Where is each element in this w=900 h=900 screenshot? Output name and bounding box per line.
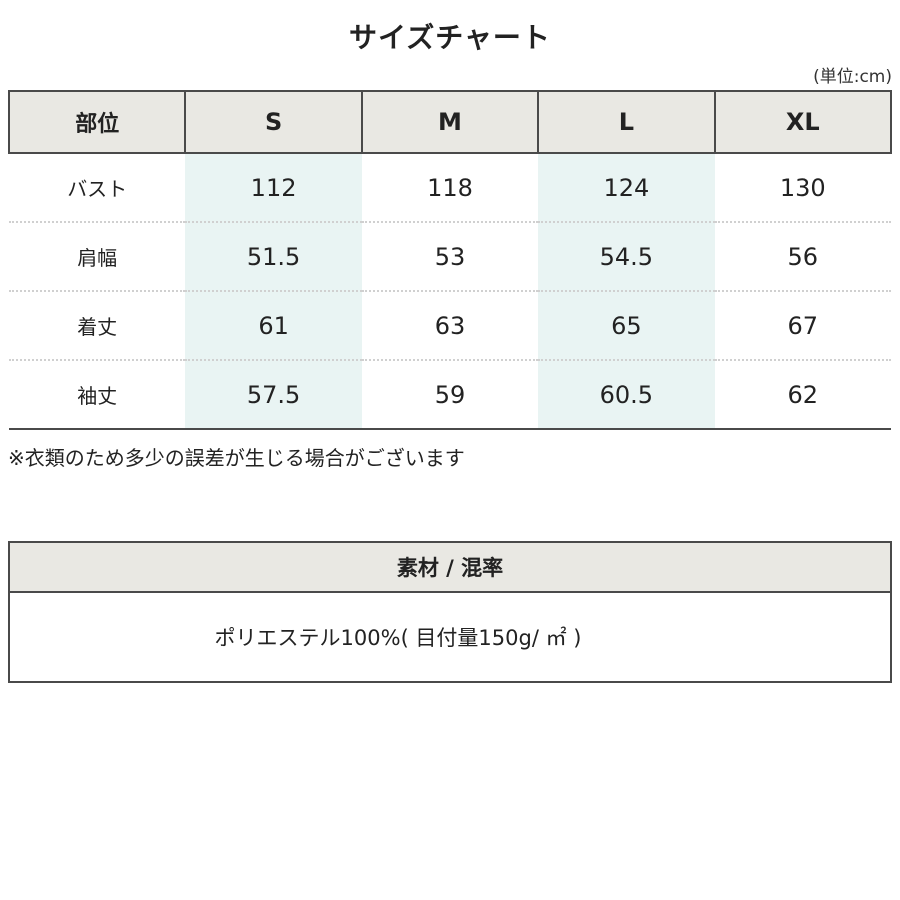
body-length-value-s: 61	[185, 291, 362, 360]
table-row-sleeve-length: 袖丈 57.5 59 60.5 62	[9, 360, 891, 429]
size-table: 部位 S M L XL バスト 112 118 124 130 肩幅 51.5 …	[7, 90, 893, 430]
body-length-value-l: 65	[538, 291, 715, 360]
shoulder-value-xl: 56	[787, 242, 819, 271]
size-tolerance-note: ※衣類のため多少の誤差が生じる場合がございます	[8, 446, 465, 470]
bust-value-m: 118	[427, 173, 473, 202]
column-header-m: M	[360, 90, 540, 154]
page-title: サイズチャート	[349, 21, 551, 54]
row-label-body-length: 着丈	[77, 315, 118, 339]
column-header-s: S	[184, 90, 363, 154]
column-header-part: 部位	[7, 90, 187, 154]
column-header-xl: XL	[713, 90, 893, 154]
shoulder-value-m: 53	[434, 242, 466, 271]
material-header: 素材 / 混率	[8, 541, 892, 593]
row-label-sleeve-length: 袖丈	[77, 384, 118, 408]
bust-value-xl: 130	[779, 173, 826, 202]
row-label-shoulder-width: 肩幅	[77, 246, 118, 270]
material-table-header-row: 素材 / 混率	[8, 541, 892, 593]
body-length-value-m: 63	[434, 311, 466, 340]
material-table-content-row: ポリエステル100%( 目付量150g/ ㎡ )	[8, 591, 892, 683]
body-length-value-xl: 67	[787, 311, 819, 340]
table-row-shoulder-width: 肩幅 51.5 53 54.5 56	[9, 222, 891, 291]
shoulder-value-l: 54.5	[538, 222, 715, 291]
sleeve-value-l: 60.5	[538, 360, 715, 429]
material-table: 素材 / 混率 ポリエステル100%( 目付量150g/ ㎡ )	[8, 541, 892, 683]
size-table-header-row: 部位 S M L XL	[7, 90, 893, 154]
bust-value-l: 124	[538, 153, 715, 222]
sleeve-value-s: 57.5	[185, 360, 362, 429]
column-header-l: L	[537, 90, 716, 154]
unit-label: (単位:cm)	[813, 67, 892, 87]
shoulder-value-s: 51.5	[185, 222, 362, 291]
material-content: ポリエステル100%( 目付量150g/ ㎡ )	[8, 591, 892, 683]
sleeve-value-xl: 62	[787, 380, 819, 409]
row-label-bust: バスト	[67, 177, 128, 201]
sleeve-value-m: 59	[434, 380, 466, 409]
table-row-body-length: 着丈 61 63 65 67	[9, 291, 891, 360]
bust-value-s: 112	[185, 153, 362, 222]
table-row-bust: バスト 112 118 124 130	[9, 153, 891, 222]
